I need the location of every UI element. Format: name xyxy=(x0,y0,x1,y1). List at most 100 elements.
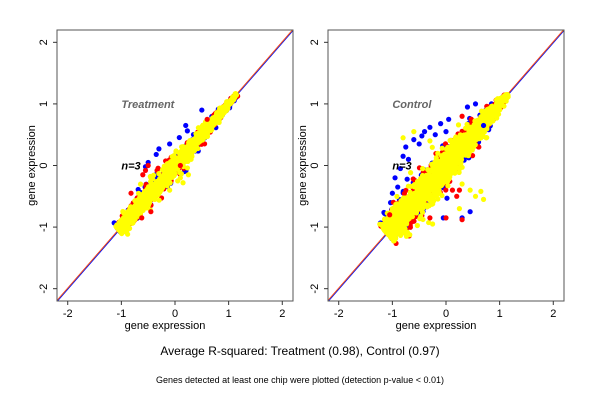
data-point xyxy=(426,185,432,192)
data-point xyxy=(420,205,426,212)
y-tick-label: 0 xyxy=(309,162,321,168)
data-point xyxy=(429,144,435,150)
panel-control: -2 -1 0 1 2 -2 -1 0 1 2 gene expression gene expres… xyxy=(297,29,565,332)
data-point xyxy=(449,187,456,193)
data-point xyxy=(168,165,174,171)
data-point xyxy=(466,150,472,157)
data-point xyxy=(448,137,454,143)
outlier-point xyxy=(153,151,159,158)
data-point xyxy=(447,148,453,154)
data-point xyxy=(414,222,420,229)
data-point xyxy=(440,156,446,162)
outlier-point xyxy=(432,132,438,138)
outlier-point xyxy=(142,167,149,174)
data-point xyxy=(146,198,153,204)
outlier-point xyxy=(421,129,428,135)
data-point xyxy=(420,216,426,223)
data-point xyxy=(164,161,170,167)
outlier-point xyxy=(188,156,194,162)
x-tick-label: 0 xyxy=(172,308,178,320)
outlier-point xyxy=(167,187,173,193)
data-point xyxy=(455,122,462,128)
caption-r-squared: Average R-squared: Treatment (0.98), Con… xyxy=(160,344,440,358)
outlier-point xyxy=(443,215,449,221)
outlier-point xyxy=(416,141,422,147)
outlier-point xyxy=(467,187,473,193)
x-tick-label: -2 xyxy=(63,308,73,320)
data-point xyxy=(410,210,416,216)
outlier-point xyxy=(478,188,484,194)
outlier-point xyxy=(429,221,436,227)
outlier-point xyxy=(395,184,401,190)
data-point xyxy=(426,219,432,226)
data-point xyxy=(391,229,398,235)
data-point xyxy=(436,177,443,183)
outlier-point xyxy=(156,146,162,152)
outlier-point xyxy=(472,193,479,199)
data-point xyxy=(431,189,438,196)
data-point xyxy=(200,137,206,143)
outlier-point xyxy=(161,181,167,187)
outlier-point xyxy=(411,129,417,135)
data-point xyxy=(453,145,459,151)
data-point xyxy=(120,208,126,215)
data-point xyxy=(420,192,426,198)
data-point xyxy=(402,230,408,236)
outlier-point xyxy=(400,153,406,159)
data-point xyxy=(486,106,493,113)
data-point xyxy=(218,106,225,112)
data-point xyxy=(495,102,501,108)
data-point xyxy=(150,187,156,194)
data-point xyxy=(471,138,477,144)
data-point xyxy=(132,198,138,204)
outlier-point xyxy=(454,193,460,199)
data-point xyxy=(403,200,409,207)
data-point xyxy=(177,169,183,176)
outlier-point xyxy=(392,175,398,181)
data-point xyxy=(404,176,410,182)
data-point xyxy=(432,159,438,165)
data-point xyxy=(132,214,138,220)
data-point xyxy=(445,183,451,189)
outlier-point xyxy=(427,138,433,144)
data-point xyxy=(192,147,198,153)
y-tick-label: -2 xyxy=(309,284,321,294)
data-point xyxy=(118,225,124,232)
data-point xyxy=(443,187,449,193)
y-tick-label: 2 xyxy=(309,39,321,45)
data-point xyxy=(414,178,421,185)
data-point xyxy=(453,134,459,140)
data-point xyxy=(427,174,434,180)
outlier-point xyxy=(204,116,210,122)
outlier-point xyxy=(464,104,471,110)
data-point xyxy=(454,158,460,164)
data-point xyxy=(402,215,408,221)
data-point xyxy=(440,166,446,173)
outlier-point xyxy=(438,121,444,127)
data-point xyxy=(137,211,144,217)
data-point xyxy=(163,168,169,175)
data-point xyxy=(126,212,132,219)
data-point xyxy=(127,204,134,210)
data-point xyxy=(439,145,445,151)
data-point xyxy=(456,169,462,176)
data-point xyxy=(466,125,473,131)
data-point xyxy=(449,142,455,148)
y-tick-label: 0 xyxy=(38,162,50,168)
data-point xyxy=(398,208,405,214)
data-point xyxy=(457,140,463,146)
outlier-point xyxy=(483,135,489,141)
data-point xyxy=(498,98,504,104)
y-tick-label: -1 xyxy=(309,222,321,232)
data-point xyxy=(145,192,151,199)
data-point xyxy=(201,141,208,147)
data-point xyxy=(394,193,400,200)
outlier-point xyxy=(472,101,479,107)
data-point xyxy=(401,191,407,197)
outlier-point xyxy=(167,141,173,147)
data-point xyxy=(392,209,399,215)
data-point xyxy=(492,107,498,113)
y-tick-label: 1 xyxy=(38,101,50,107)
data-point xyxy=(430,180,436,186)
data-point xyxy=(403,195,409,201)
